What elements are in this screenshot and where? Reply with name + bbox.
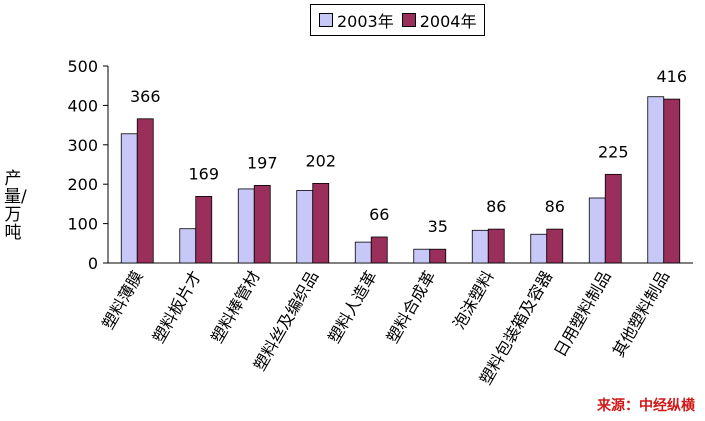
legend-swatch-2003 xyxy=(319,13,333,27)
bar-2004 xyxy=(312,183,330,264)
x-tick-label: 塑料薄膜 xyxy=(98,268,146,333)
y-tick-label: 0 xyxy=(88,254,98,273)
x-tick-label: 泡沫塑料 xyxy=(449,268,497,333)
x-tick-label: 塑料板片才 xyxy=(149,268,205,347)
legend-item-2004: 2004年 xyxy=(401,8,477,32)
data-label: 202 xyxy=(305,151,336,170)
legend-label-2003: 2003年 xyxy=(337,12,394,31)
bar-2004 xyxy=(429,248,447,264)
data-label: 35 xyxy=(428,217,448,236)
y-tick-label: 300 xyxy=(67,136,98,155)
bar-2004 xyxy=(546,228,564,264)
bar-2004 xyxy=(604,173,622,264)
bar-2004 xyxy=(253,184,271,264)
bar-2003 xyxy=(120,133,138,264)
y-tick-labels: 0 100 200 300 400 500 xyxy=(67,57,98,273)
bar-2004 xyxy=(136,118,154,264)
legend: 2003年 2004年 xyxy=(310,4,486,36)
x-tick-label: 塑料合成革 xyxy=(383,268,439,347)
data-label: 197 xyxy=(247,153,278,172)
data-label: 86 xyxy=(545,197,565,216)
y-tick-label: 500 xyxy=(67,57,98,76)
data-label: 366 xyxy=(130,87,161,106)
chart-bars xyxy=(120,96,681,264)
source-note: 来源：中经纵横 xyxy=(597,398,695,414)
bar-2003 xyxy=(237,188,255,264)
legend-item-2003: 2003年 xyxy=(319,8,394,32)
y-axis-label: 产量/万吨 xyxy=(4,169,27,243)
data-label: 66 xyxy=(369,205,389,224)
data-label: 86 xyxy=(486,197,506,216)
y-tick-label: 200 xyxy=(67,175,98,194)
data-label: 225 xyxy=(598,142,629,161)
x-tick-label: 日用塑料制品 xyxy=(550,268,614,361)
bar-2003 xyxy=(471,229,489,264)
bar-2004 xyxy=(487,228,505,264)
data-labels: 366 169 197 202 66 35 86 86 225 416 xyxy=(130,67,687,236)
bar-2004 xyxy=(663,98,681,264)
bar-2003 xyxy=(296,190,314,264)
y-tick-label: 100 xyxy=(67,215,98,234)
data-label: 416 xyxy=(656,67,687,86)
bar-2004 xyxy=(195,196,213,264)
bar-2004 xyxy=(370,236,388,264)
legend-label-2004: 2004年 xyxy=(419,12,477,31)
bar-2003 xyxy=(413,248,431,264)
x-tick-label: 其他塑料制品 xyxy=(609,268,673,361)
x-tick-label: 塑料棒管材 xyxy=(207,268,263,347)
x-tick-label: 塑料人造革 xyxy=(324,268,380,347)
bar-2003 xyxy=(588,197,606,264)
bar-2003 xyxy=(530,233,548,264)
data-label: 169 xyxy=(188,164,219,183)
y-tick-label: 400 xyxy=(67,96,98,115)
bar-2003 xyxy=(179,228,197,264)
bar-2003 xyxy=(647,96,665,264)
bar-2003 xyxy=(354,241,372,264)
x-tick-label: 塑料丝及编织品 xyxy=(250,268,322,375)
legend-swatch-2004 xyxy=(401,13,416,27)
